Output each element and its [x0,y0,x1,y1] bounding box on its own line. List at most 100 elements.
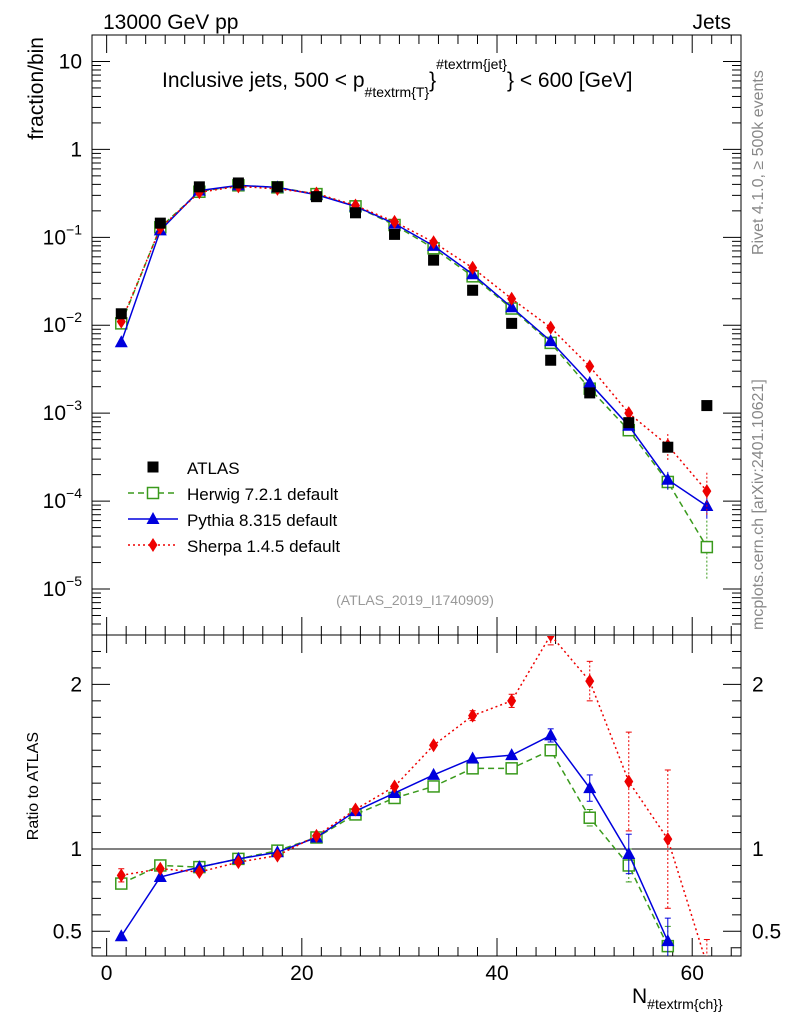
main-y-tick-label-base: 10 [59,50,82,73]
ratio-line-sherpa [121,636,706,956]
ratio-point-herwig [466,762,479,775]
main-point-atlas [701,400,713,412]
main-point-sherpa [429,235,439,250]
main-point-pythia [505,300,519,313]
main-point-atlas [350,207,362,219]
rivet-version-label: Rivet 4.1.0, ≥ 500k events [750,70,767,255]
legend-label: Pythia 8.315 default [187,511,338,530]
main-y-tick-label-base: 10 [43,578,66,601]
ratio-point-pythia [583,781,597,794]
ratio-point-herwig [505,762,518,775]
ratio-point-sherpa [390,779,400,794]
ratio-point-pythia [466,751,480,764]
main-point-atlas [115,308,127,320]
main-point-pythia [114,335,128,348]
main-y-tick-label-base: 10 [43,314,66,337]
ratio-point-sherpa [233,855,243,870]
legend-label: Sherpa 1.4.5 default [187,537,340,556]
title-brace: } [429,69,436,92]
ratio-y-tick-label: 1 [70,838,82,861]
main-point-atlas [545,354,557,366]
ratio-point-sherpa [468,708,478,723]
ratio-point-pythia [505,748,519,761]
legend-marker-sherpa [148,538,158,552]
ratio-point-sherpa [663,832,673,847]
ratio-series-sherpa [116,636,710,956]
legend-item-pythia: Pythia 8.315 default [128,511,338,530]
main-y-tick-label-exp: −3 [66,397,82,413]
ratio-point-pythia [544,728,558,741]
main-series-layer [114,177,714,579]
title-main: Inclusive jets, 500 < p [162,69,365,92]
ratio-point-sherpa [507,693,517,708]
main-line-herwig [120,184,708,548]
ratio-point-sherpa [429,738,439,753]
ratio-point-sherpa [585,674,595,689]
svg-text:Inclusive jets, 500 < p#textrm: Inclusive jets, 500 < p#textrm{T}}#textr… [162,56,633,100]
main-point-atlas [271,181,283,193]
main-point-atlas [232,177,244,189]
main-point-atlas [193,181,205,193]
mcplots-label: mcplots.cern.ch [arXiv:2401.10621] [750,379,767,630]
ratio-line-pythia [120,734,669,942]
ratio-point-sherpa [155,861,165,876]
x-axis-label-main: N [632,985,647,1008]
legend: ATLAS Herwig 7.2.1 default Pythia 8.315 de… [128,459,340,556]
main-point-atlas [506,317,518,329]
x-tick-label: 60 [681,962,704,985]
ratio-point-herwig [427,780,440,793]
main-point-atlas [154,217,166,229]
main-y-tick-label-base: 1 [70,138,82,161]
ratio-point-sherpa [624,774,634,789]
title-superscript: #textrm{jet} [436,56,507,72]
ratio-point-sherpa [116,868,126,883]
main-y-tick-label: 10−1 [43,221,83,249]
main-point-atlas [467,284,479,296]
main-y-tick-label: 10 [59,50,82,73]
legend-item-sherpa: Sherpa 1.4.5 default [128,537,340,556]
ratio-point-pythia [622,846,636,859]
x-axis-label-sub: #textrm{ch}} [647,996,723,1012]
ratio-point-pythia [153,869,167,882]
ratio-point-pythia [661,934,675,947]
main-point-pythia [583,376,597,389]
ratio-axes: 0 20 40 60 2 2 1 1 0.5 0.5 [53,635,781,985]
ratio-y-axis-label: Ratio to ATLAS [25,732,42,840]
legend-marker-herwig [146,486,160,500]
main-y-tick-label-base: 10 [43,226,66,249]
main-point-atlas [428,254,440,266]
main-point-sherpa [507,291,517,306]
legend-label: Herwig 7.2.1 default [187,485,338,504]
main-point-atlas [623,417,635,429]
plot-title: Inclusive jets, 500 < p#textrm{T}}#textr… [162,56,633,100]
main-point-sherpa [702,484,712,499]
analysis-watermark: (ATLAS_2019_I1740909) [336,592,494,608]
ratio-point-sherpa [546,636,555,642]
main-y-tick-label-exp: −5 [66,573,82,589]
main-y-tick-label: 10−2 [43,309,83,337]
main-series-atlas [115,177,713,453]
main-point-sherpa [585,359,595,374]
legend-marker-pythia [146,512,160,524]
ratio-plot-frame [91,634,742,957]
main-point-atlas [389,228,401,240]
main-point-atlas [310,191,322,203]
main-line-pythia [120,184,708,507]
main-point-sherpa [468,260,478,275]
main-y-tick-label-base: 10 [43,490,66,513]
legend-label: ATLAS [187,459,240,478]
main-y-tick-label: 1 [70,138,82,161]
main-y-tick-label-exp: −4 [66,485,82,501]
x-tick-label: 40 [485,962,508,985]
ratio-point-sherpa [311,828,321,843]
title-tail: } < 600 [GeV] [507,69,633,92]
main-y-tick-label: 10−4 [43,485,83,513]
ratio-point-sherpa [194,865,204,880]
main-y-tick-label-exp: −2 [66,309,82,325]
main-y-tick-label-exp: −1 [66,221,82,237]
main-y-tick-label: 10−3 [43,397,83,425]
main-point-sherpa [390,214,400,229]
ratio-series-layer [114,636,710,956]
main-point-atlas [584,387,596,399]
